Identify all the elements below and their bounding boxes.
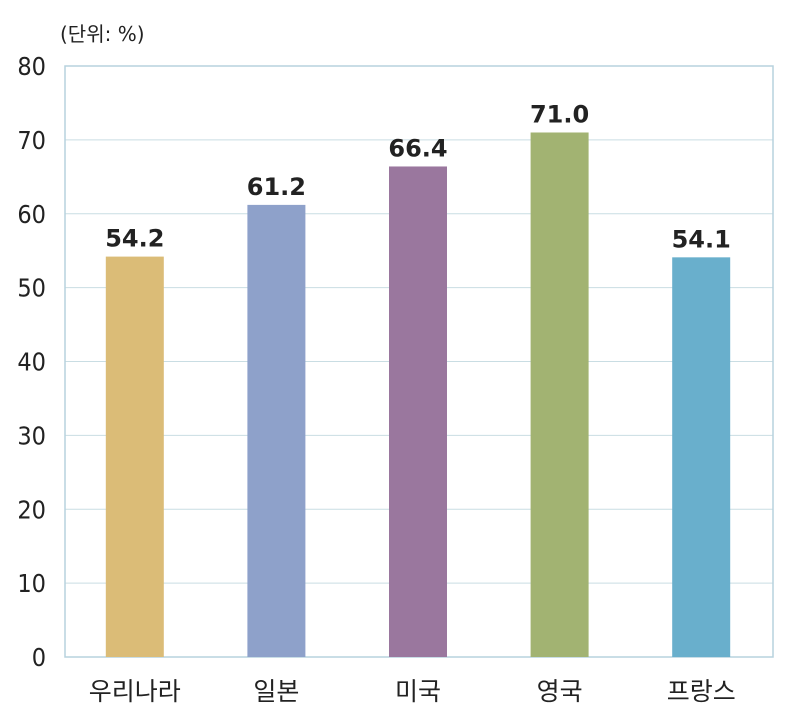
- bar: [105, 256, 164, 657]
- bar-value-label: 66.4: [388, 134, 447, 162]
- unit-label: (단위: %): [60, 22, 145, 46]
- y-tick-label: 10: [17, 569, 46, 598]
- x-category-label: 프랑스: [667, 677, 736, 706]
- x-category-label: 우리나라: [89, 677, 181, 706]
- bar: [389, 166, 447, 657]
- y-tick-label: 60: [17, 200, 46, 229]
- bar-value-label: 61.2: [247, 173, 306, 201]
- bar-value-label: 54.1: [672, 225, 731, 253]
- y-tick-label: 80: [17, 52, 46, 81]
- bar: [247, 204, 306, 657]
- x-category-label: 일본: [253, 677, 299, 706]
- y-tick-label: 30: [17, 421, 46, 450]
- bar: [530, 132, 589, 658]
- bar: [672, 257, 731, 657]
- x-category-label: 영국: [537, 677, 583, 706]
- y-tick-label: 40: [17, 348, 46, 377]
- y-tick-label: 20: [17, 495, 46, 524]
- bar-value-label: 54.2: [105, 225, 164, 253]
- x-category-label: 미국: [395, 677, 441, 706]
- y-tick-label: 70: [17, 126, 46, 155]
- bar-value-label: 71.0: [530, 100, 589, 128]
- y-tick-label: 50: [17, 274, 46, 303]
- y-tick-label: 0: [32, 643, 46, 672]
